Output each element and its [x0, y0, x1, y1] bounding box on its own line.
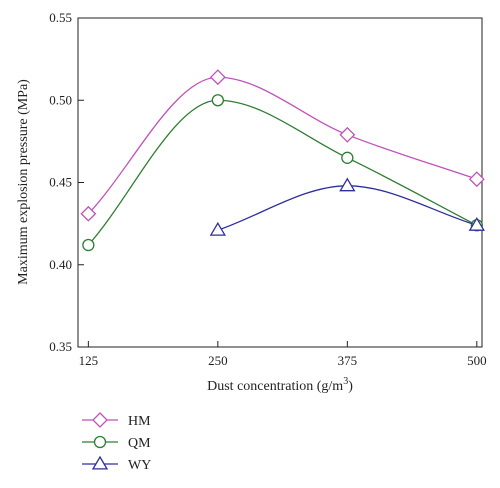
legend-label-wy: WY — [128, 458, 151, 473]
point-wy-1 — [339, 177, 356, 192]
point-wy-0 — [209, 221, 226, 236]
point-hm-2 — [339, 126, 356, 143]
y-tick-label-4: 0.55 — [49, 10, 72, 25]
x-tick-label-3: 500 — [467, 353, 487, 368]
legend-label-qm: QM — [128, 436, 151, 451]
plot-frame — [77, 17, 483, 348]
series-wy — [209, 177, 485, 236]
series-qm — [82, 94, 483, 252]
legend: HM QM WY — [82, 412, 151, 473]
y-tick-label-0: 0.35 — [49, 339, 72, 354]
legend-marker-wy — [91, 455, 109, 470]
point-hm-3 — [468, 171, 485, 188]
x-tick-label-1: 250 — [208, 353, 228, 368]
y-tick-label-1: 0.40 — [49, 257, 72, 272]
legend-label-hm: HM — [128, 414, 151, 429]
series-line-wy — [217, 185, 478, 231]
point-hm-1 — [209, 69, 226, 86]
point-qm-2 — [341, 151, 354, 164]
y-tick-label-2: 0.45 — [49, 175, 72, 190]
legend-marker-hm — [92, 412, 108, 428]
series-hm — [80, 69, 485, 222]
point-qm-1 — [211, 94, 224, 107]
legend-item-hm: HM — [82, 412, 151, 429]
series-layer — [80, 69, 485, 252]
y-tick-label-3: 0.50 — [49, 92, 72, 107]
x-tick-label-0: 125 — [79, 353, 99, 368]
y-axis: 0.35 0.40 0.45 0.50 0.55 — [49, 10, 84, 354]
x-tick-label-2: 375 — [338, 353, 358, 368]
point-wy-2 — [468, 216, 485, 231]
legend-item-qm: QM — [82, 435, 151, 451]
point-qm-0 — [82, 238, 95, 252]
x-axis-label: Dust concentration (g/m3) — [207, 376, 353, 394]
legend-marker-qm — [93, 435, 107, 449]
series-line-qm — [87, 99, 478, 246]
series-line-hm — [87, 76, 478, 215]
point-hm-0 — [80, 205, 97, 222]
y-axis-label: Maximum explosion pressure (MPa) — [16, 79, 31, 285]
legend-item-wy: WY — [82, 455, 151, 473]
x-axis: 125 250 375 500 — [79, 341, 487, 368]
